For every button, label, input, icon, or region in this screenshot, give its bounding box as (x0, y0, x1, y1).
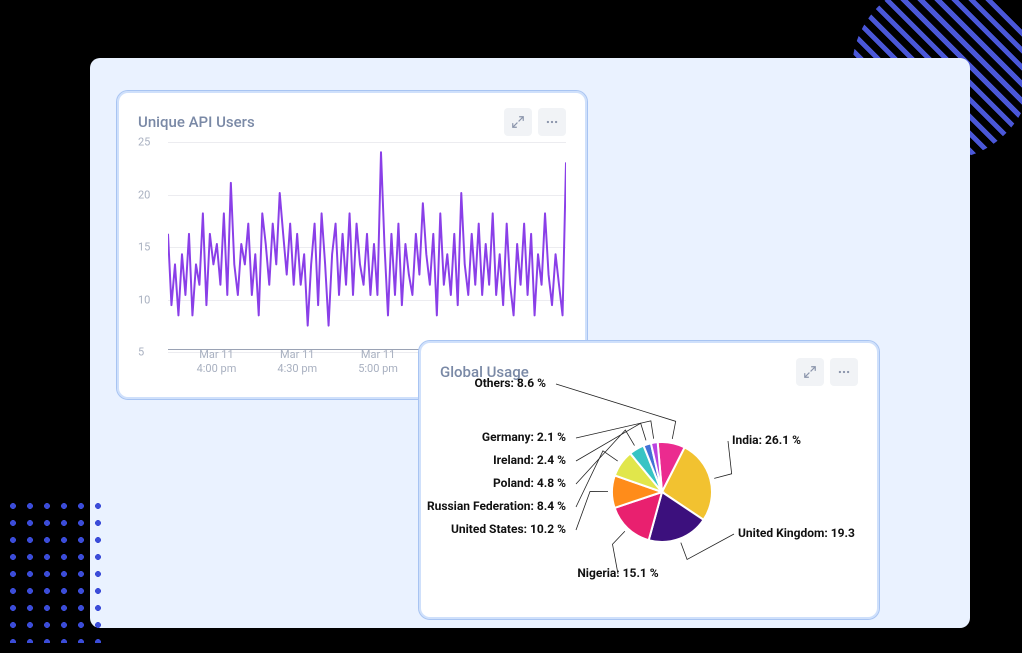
y-tick-label: 20 (138, 188, 150, 201)
y-tick-label: 10 (138, 293, 150, 306)
x-tick-label: Mar 114:30 pm (277, 348, 317, 377)
expand-button[interactable] (504, 108, 532, 136)
card-header: Unique API Users (120, 94, 584, 136)
pie-leader-line (612, 531, 624, 574)
stage: { "layout": { "bg_panel": { "left":90, "… (0, 0, 1022, 653)
y-tick-label: 25 (138, 136, 150, 149)
y-tick-label: 15 (138, 241, 150, 254)
x-tick-label: Mar 115:00 pm (358, 348, 398, 377)
expand-icon (511, 115, 525, 129)
pie-leader-line (576, 421, 654, 439)
line-chart-series (168, 142, 566, 346)
decoration-dot-grid (10, 503, 110, 643)
more-button[interactable] (538, 108, 566, 136)
x-tick-label: Mar 114:00 pm (197, 348, 237, 377)
line-chart: 510152025 (138, 142, 566, 346)
ellipsis-icon (545, 115, 559, 129)
pie-leader-line (681, 534, 734, 559)
card-actions (504, 108, 566, 136)
card-global-usage: Global Usage Others: 8.6 %India: 26.1 %U… (418, 340, 880, 620)
card-title: Unique API Users (138, 113, 255, 131)
pie-leader-line (556, 384, 676, 439)
pie-chart: Others: 8.6 %India: 26.1 %United Kingdom… (422, 344, 876, 616)
pie-leader-line (714, 441, 731, 478)
